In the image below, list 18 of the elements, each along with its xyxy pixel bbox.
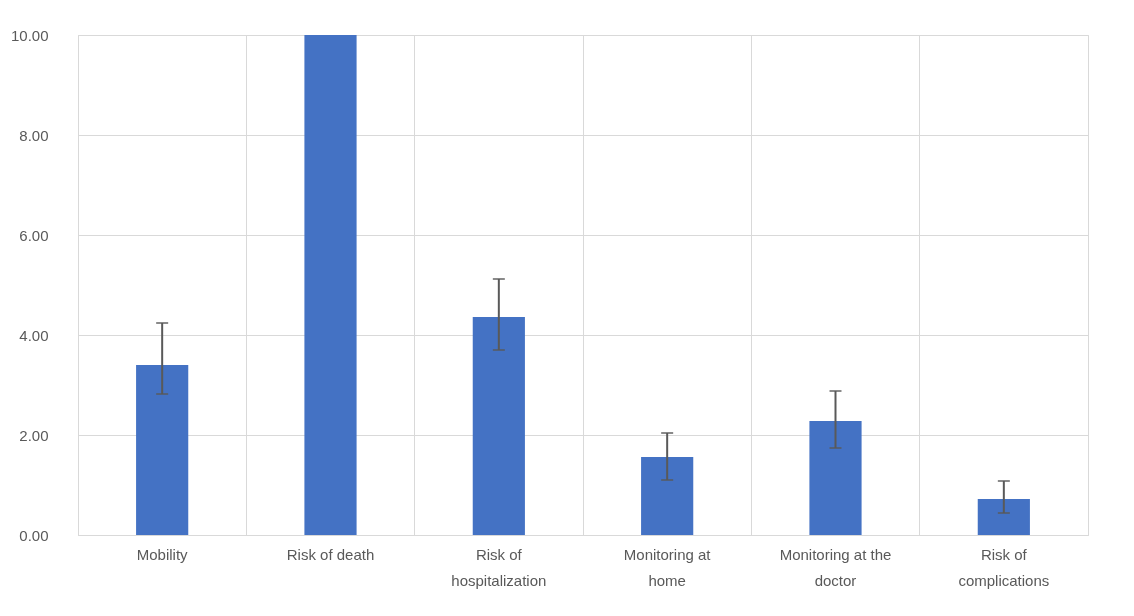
bar xyxy=(136,365,189,535)
x-tick-label: Monitoring at home xyxy=(623,545,712,589)
bar xyxy=(472,317,525,535)
y-tick-label: 0.00 xyxy=(19,526,49,544)
x-tick-label: Risk of complications xyxy=(958,545,1050,589)
bar xyxy=(977,499,1030,535)
y-tick-label: 8.00 xyxy=(19,126,49,144)
x-tick-label: Monitoring at the doctor xyxy=(779,545,892,589)
x-tick-label: Risk of hospitalization xyxy=(451,545,547,589)
bar xyxy=(641,457,694,535)
x-tick-label: Risk of death xyxy=(286,545,375,563)
y-tick-label: 10.00 xyxy=(10,26,49,44)
y-tick-label: 4.00 xyxy=(19,326,49,344)
y-tick-label: 6.00 xyxy=(19,226,49,244)
bar xyxy=(809,421,862,535)
y-tick-label: 2.00 xyxy=(19,426,49,444)
x-tick-label: Mobility xyxy=(136,545,189,563)
bar xyxy=(304,35,357,535)
